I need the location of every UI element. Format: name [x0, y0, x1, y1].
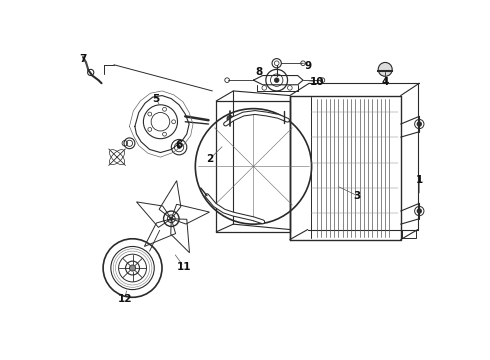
Circle shape [227, 116, 233, 122]
Text: 6: 6 [175, 140, 183, 150]
Text: 8: 8 [255, 67, 263, 77]
Circle shape [170, 217, 173, 220]
Text: 7: 7 [79, 54, 87, 64]
Text: 2: 2 [206, 154, 214, 164]
Text: 4: 4 [382, 77, 389, 87]
Text: 5: 5 [152, 94, 159, 104]
Text: 12: 12 [118, 294, 132, 304]
Text: 9: 9 [304, 61, 311, 71]
Text: 1: 1 [416, 175, 423, 185]
Circle shape [378, 62, 392, 76]
Circle shape [274, 78, 279, 82]
Text: 11: 11 [176, 261, 191, 271]
Text: 3: 3 [354, 191, 361, 201]
Circle shape [417, 122, 421, 126]
Bar [402, 230, 416, 238]
Circle shape [417, 209, 421, 213]
Circle shape [177, 145, 181, 149]
Circle shape [129, 265, 136, 271]
Text: 10: 10 [310, 77, 324, 87]
